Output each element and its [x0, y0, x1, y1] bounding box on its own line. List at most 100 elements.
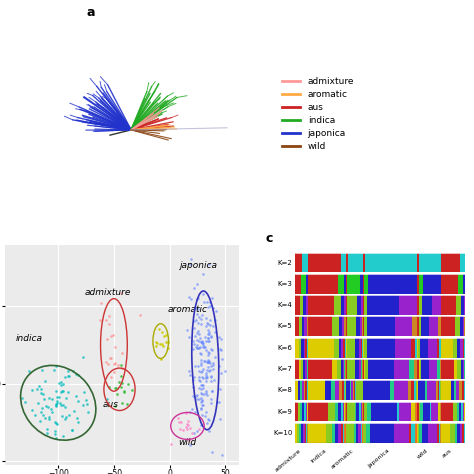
Point	[56, 400, 64, 407]
Point	[82, 396, 90, 404]
Point	[50, 366, 57, 374]
Point	[204, 358, 212, 366]
Point	[152, 342, 159, 350]
Point	[201, 343, 209, 351]
Point	[118, 349, 126, 357]
Point	[39, 391, 47, 398]
Point	[182, 410, 190, 417]
Point	[218, 369, 225, 377]
Point	[36, 383, 43, 390]
Point	[208, 387, 216, 395]
Point	[175, 419, 182, 426]
Point	[193, 341, 201, 348]
Point	[200, 374, 207, 382]
Point	[208, 388, 216, 395]
Point	[105, 320, 113, 328]
Point	[164, 345, 172, 352]
Point	[109, 331, 117, 339]
Point	[212, 316, 219, 324]
Point	[187, 441, 194, 449]
Point	[158, 356, 165, 363]
Point	[207, 377, 215, 385]
Point	[43, 429, 50, 437]
Point	[186, 260, 194, 267]
Point	[120, 389, 128, 396]
Point	[201, 298, 208, 306]
Point	[120, 387, 128, 395]
Point	[208, 294, 216, 302]
Point	[202, 374, 210, 381]
Point	[158, 328, 166, 336]
Point	[36, 417, 44, 425]
Point	[68, 426, 76, 434]
Point	[198, 411, 205, 419]
Point	[210, 359, 217, 367]
Point	[213, 398, 220, 406]
Point	[199, 373, 206, 381]
Point	[193, 391, 201, 399]
Point	[74, 397, 82, 404]
Point	[200, 391, 208, 398]
Point	[190, 284, 198, 292]
Point	[188, 405, 195, 412]
Point	[158, 341, 165, 348]
Point	[196, 343, 203, 350]
Point	[59, 401, 67, 409]
Point	[199, 391, 206, 398]
Point	[57, 401, 65, 409]
Point	[186, 371, 194, 379]
Point	[104, 360, 112, 368]
Point	[205, 367, 213, 374]
Point	[202, 337, 210, 345]
Point	[167, 441, 175, 448]
Point	[198, 337, 206, 345]
Point	[218, 346, 225, 354]
Point	[111, 359, 119, 367]
Point	[115, 378, 122, 385]
Point	[206, 321, 214, 329]
Point	[55, 379, 63, 386]
Point	[207, 373, 215, 380]
Point	[183, 420, 191, 428]
Point	[198, 338, 206, 346]
Point	[81, 388, 88, 396]
Point	[197, 349, 204, 357]
Point	[55, 393, 63, 401]
Point	[58, 387, 65, 395]
Point	[186, 409, 194, 416]
Point	[205, 334, 212, 342]
Point	[205, 260, 212, 267]
Point	[195, 395, 202, 402]
Point	[53, 394, 60, 401]
Text: admixture: admixture	[85, 288, 131, 297]
Point	[202, 387, 210, 394]
Point	[38, 366, 46, 374]
Point	[71, 407, 78, 415]
Point	[47, 405, 55, 413]
Point	[191, 332, 199, 340]
Point	[196, 367, 203, 374]
Point	[46, 413, 53, 421]
Point	[53, 397, 61, 405]
Point	[204, 358, 211, 365]
Point	[59, 387, 67, 394]
Point	[185, 333, 192, 340]
Point	[197, 386, 205, 393]
Point	[193, 427, 201, 435]
Point	[110, 368, 118, 376]
Point	[107, 332, 115, 339]
Point	[203, 319, 210, 327]
Point	[157, 340, 164, 348]
Point	[195, 345, 203, 352]
Point	[196, 377, 204, 384]
Point	[209, 448, 216, 456]
Point	[44, 403, 51, 410]
Point	[18, 394, 26, 401]
Point	[192, 392, 200, 400]
Point	[152, 338, 159, 346]
Point	[195, 425, 203, 433]
Point	[37, 385, 45, 393]
Point	[211, 353, 219, 361]
Text: c: c	[265, 232, 273, 246]
Point	[199, 311, 206, 319]
